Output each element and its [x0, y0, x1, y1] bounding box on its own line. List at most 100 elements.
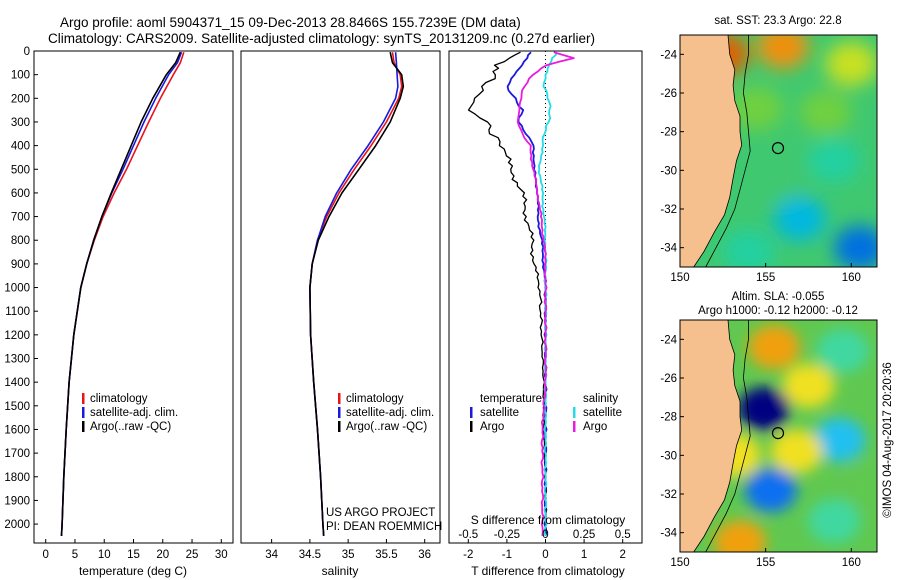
- depth-tick-label: 400: [11, 141, 30, 153]
- salinity-xlabel: salinity: [322, 564, 359, 578]
- shelf-contour: [705, 35, 751, 267]
- x-tick-label: -2: [463, 549, 473, 561]
- x-tick-label: 5: [72, 549, 78, 561]
- field-blob: [737, 386, 790, 431]
- salinity-annotation-line1: US ARGO PROJECT: [326, 507, 435, 519]
- x-tick-label: 25: [186, 549, 199, 561]
- x-tick-label: 0: [542, 549, 548, 561]
- x-tick-label: -1: [502, 549, 512, 561]
- sst-map-axes: 150 155 160 -24 -26 -28 -30 -32 -34: [660, 49, 861, 284]
- map-x-tick-label: 150: [670, 557, 689, 569]
- legend-swatch: [82, 421, 85, 432]
- legend-swatch: [82, 407, 85, 418]
- x-tick-label: 36: [418, 549, 431, 561]
- legend-label: satellite: [583, 407, 622, 419]
- legend-title-salinity: salinity: [583, 393, 618, 405]
- legend-swatch: [82, 393, 85, 404]
- depth-tick-label: 1500: [4, 401, 30, 413]
- field-blob: [816, 328, 869, 373]
- field-blob: [756, 35, 809, 69]
- field-blob: [744, 468, 797, 513]
- legend-label: climatology: [90, 393, 148, 405]
- figure-title-line1: Argo profile: aoml 5904371_15 09-Dec-201…: [60, 15, 521, 30]
- legend-swatch: [338, 407, 341, 418]
- map-x-tick-label: 160: [842, 272, 861, 284]
- sla-map-frame: [679, 319, 878, 553]
- legend-label: satellite-adj. clim.: [90, 407, 178, 419]
- legend-swatch: [470, 407, 473, 418]
- x-tick-label: 15: [127, 549, 140, 561]
- depth-tick-label: 700: [11, 212, 30, 224]
- salinity-panel: 34 34.5 35 35.5 36 climatology satellite-adj.…: [240, 50, 442, 578]
- map-y-tick-label: -32: [660, 489, 677, 501]
- x-tick-label: 35.5: [375, 549, 397, 561]
- depth-tick-label: 1300: [4, 354, 30, 366]
- s-tick-label: 0: [542, 529, 548, 541]
- map-y-tick-label: -30: [660, 165, 677, 177]
- s-tick-label: 0.5: [615, 529, 631, 541]
- field-blob: [722, 229, 775, 267]
- depth-tick-label: 800: [11, 235, 30, 247]
- x-tick-label: 34.5: [299, 549, 321, 561]
- x-tick-label: 20: [156, 549, 169, 561]
- map-y-tick-label: -28: [660, 127, 677, 139]
- temperature-panel: 0100200300400500600700800900100011001200…: [4, 46, 234, 578]
- field-blob: [782, 363, 835, 408]
- map-y-tick-label: -26: [660, 373, 677, 385]
- sla-land: [680, 320, 785, 552]
- field-blob: [808, 499, 861, 544]
- field-blob: [833, 225, 877, 267]
- legend-swatch: [338, 393, 341, 404]
- argo-position-marker: [771, 427, 785, 440]
- sst-land: [680, 35, 785, 267]
- argo-position-marker: [771, 142, 785, 155]
- series-line-argo-raw-qc-: [309, 52, 405, 536]
- diff-line-temperature-argo: [467, 51, 547, 536]
- difference-legend: temperature salinity satellite Argo satellit…: [470, 393, 622, 433]
- salinity-x-axis: 34 34.5 35 35.5 36: [265, 539, 431, 561]
- map-x-tick-label: 160: [842, 557, 861, 569]
- legend-label: satellite: [480, 407, 519, 419]
- legend-swatch: [338, 421, 341, 432]
- temperature-lines: [60, 51, 185, 536]
- sla-map-title-line1: Altim. SLA: -0.055: [732, 291, 825, 303]
- x-tick-label: 0: [43, 549, 49, 561]
- legend-label: Argo: [583, 421, 607, 433]
- salinity-axes-frame: [240, 50, 441, 544]
- s-tick-label: 0.25: [573, 529, 595, 541]
- field-blob: [799, 90, 852, 135]
- sla-map-axes: 150 155 160 -24 -26 -28 -30 -32 -34: [660, 334, 861, 569]
- legend-label: Argo(..raw -QC): [90, 421, 171, 433]
- depth-tick-label: 1400: [4, 377, 30, 389]
- field-blob: [748, 325, 801, 370]
- field-blob: [808, 138, 861, 183]
- legend-label: satellite-adj. clim.: [346, 407, 434, 419]
- sst-map-title: sat. SST: 23.3 Argo: 22.8: [714, 15, 841, 27]
- sst-map-frame: [679, 34, 878, 268]
- field-blob: [825, 42, 877, 86]
- depth-tick-label: 1700: [4, 448, 30, 460]
- map-y-tick-label: -24: [660, 334, 677, 346]
- depth-tick-label: 500: [11, 164, 30, 176]
- depth-tick-label: 0: [24, 46, 30, 58]
- depth-tick-label: 1800: [4, 472, 30, 484]
- field-blob: [756, 158, 809, 202]
- s-tick-label: -0.5: [458, 529, 478, 541]
- depth-tick-label: 1000: [4, 283, 30, 295]
- map-x-tick-label: 155: [756, 557, 775, 569]
- field-blob: [842, 462, 877, 507]
- map-y-tick-label: -32: [660, 204, 677, 216]
- depth-tick-label: 100: [11, 70, 30, 82]
- s-difference-axis: -0.5 -0.25 0 0.25 0.5: [458, 529, 630, 541]
- depth-tick-label: 300: [11, 117, 30, 129]
- figure-title-line2: Climatology: CARS2009. Satellite-adjuste…: [48, 31, 595, 46]
- temperature-legend: climatology satellite-adj. clim. Argo(..ra…: [82, 393, 178, 433]
- map-y-tick-label: -28: [660, 412, 677, 424]
- t-difference-axis: -2 -1 0 1 2: [463, 539, 626, 561]
- land-polygon: [680, 320, 743, 552]
- t-difference-xlabel: T difference from climatology: [471, 564, 625, 578]
- series-line-argo-raw-qc-: [60, 51, 182, 536]
- map-y-tick-label: -34: [660, 243, 677, 255]
- legend-swatch: [573, 421, 576, 432]
- depth-tick-label: 1100: [5, 306, 30, 318]
